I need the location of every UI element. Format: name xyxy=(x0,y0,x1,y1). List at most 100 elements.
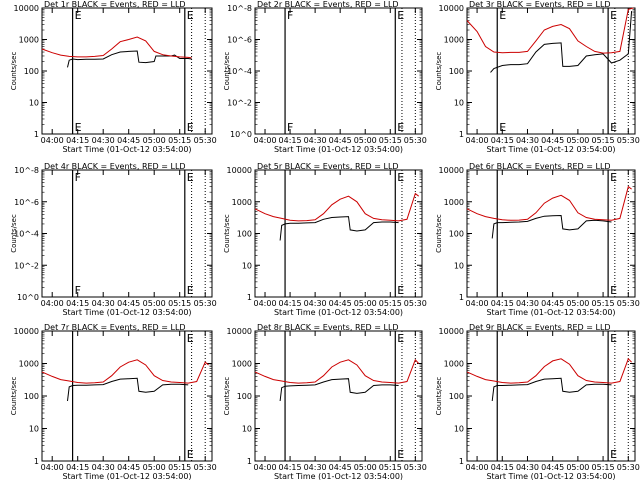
x-tick-label: 05:00 xyxy=(143,136,166,145)
x-tick-label: 05:00 xyxy=(143,299,166,308)
y-tick-label: 1000 xyxy=(444,198,464,207)
y-tick-label: 100 xyxy=(237,230,252,239)
x-tick-label: 04:30 xyxy=(516,299,539,308)
x-tick-label: 04:30 xyxy=(516,136,539,145)
interval-marker-label-top: F xyxy=(75,171,81,184)
interval-marker-label-bottom: E xyxy=(187,284,194,297)
panel-title: Det 2r BLACK = Events, RED = LLD xyxy=(257,0,399,9)
y-tick-label: 1 xyxy=(459,457,464,466)
y-tick-label: 10^-4 xyxy=(14,230,39,239)
y-tick-label: 1 xyxy=(247,293,252,302)
y-axis-label: Counts/sec xyxy=(435,214,443,253)
interval-marker-label-bottom: E xyxy=(397,121,404,134)
x-tick-label: 05:00 xyxy=(566,136,589,145)
y-tick-label: 1 xyxy=(34,130,39,139)
x-tick-label: 04:00 xyxy=(253,136,276,145)
y-tick-label: 1 xyxy=(34,457,39,466)
interval-marker-label-top: E xyxy=(397,9,404,22)
interval-marker-label-bottom: E xyxy=(610,448,617,461)
interval-marker-label-bottom: E xyxy=(187,448,194,461)
interval-marker-label-top: E xyxy=(610,171,617,184)
y-tick-label: 10^0 xyxy=(17,293,39,302)
interval-marker-label-top: E xyxy=(187,332,194,345)
panel-det-6: Det 6r BLACK = Events, RED = LLD 1 10 100 10… xyxy=(435,162,640,317)
y-tick-label: 1000 xyxy=(19,36,39,45)
y-tick-label: 10 xyxy=(29,425,39,434)
y-tick-label: 100 xyxy=(449,230,464,239)
panel-title: Det 3r BLACK = Events, RED = LLD xyxy=(469,0,611,9)
x-axis-label: Start Time (01-Oct-12 03:54:00) xyxy=(62,145,191,154)
events-series-line xyxy=(491,214,612,239)
plot-frame xyxy=(254,7,423,135)
x-tick-label: 05:30 xyxy=(404,136,427,145)
y-tick-label: 1 xyxy=(247,457,252,466)
y-tick-label: 10^-2 xyxy=(227,99,252,108)
y-tick-label: 10 xyxy=(242,261,252,270)
y-tick-label: 10000 xyxy=(14,327,39,336)
interval-marker-label-bottom: E xyxy=(499,121,506,134)
x-tick-label: 04:30 xyxy=(304,463,327,472)
x-tick-label: 04:30 xyxy=(304,136,327,145)
plot-frame xyxy=(466,169,636,298)
x-tick-label: 04:45 xyxy=(541,463,564,472)
y-tick-label: 10 xyxy=(242,425,252,434)
panel-title: Det 7r BLACK = Events, RED = LLD xyxy=(44,323,186,332)
x-tick-label: 05:00 xyxy=(354,463,377,472)
x-tick-label: 04:15 xyxy=(279,463,302,472)
interval-marker-label-bottom: E xyxy=(397,448,404,461)
interval-marker-label-bottom: E xyxy=(610,284,617,297)
x-tick-label: 05:15 xyxy=(592,299,615,308)
y-tick-label: 1000 xyxy=(232,360,252,369)
panel-title: Det 9r BLACK = Events, RED = LLD xyxy=(469,323,611,332)
events-series-line xyxy=(490,11,633,73)
y-tick-label: 1000 xyxy=(19,360,39,369)
y-axis-label: Counts/sec xyxy=(223,214,231,253)
x-tick-label: 04:15 xyxy=(66,299,89,308)
x-tick-label: 04:30 xyxy=(92,136,115,145)
y-tick-label: 10000 xyxy=(227,327,252,336)
x-tick-label: 05:15 xyxy=(379,463,402,472)
interval-marker-label-top: E xyxy=(610,332,617,345)
lld-series-line xyxy=(254,358,420,384)
panel-det-2: Det 2r BLACK = Events, RED = LLD 10^0 10^-… xyxy=(223,0,427,154)
panel-det-1: Det 1r BLACK = Events, RED = LLD 1 10 100 10… xyxy=(10,0,217,154)
interval-marker-label-bottom: E xyxy=(397,284,404,297)
x-tick-label: 04:45 xyxy=(117,136,140,145)
y-tick-label: 10^-8 xyxy=(227,4,252,13)
y-tick-label: 100 xyxy=(24,392,39,401)
y-tick-label: 100 xyxy=(24,67,39,76)
x-tick-label: 05:30 xyxy=(404,299,427,308)
x-tick-label: 05:30 xyxy=(194,299,217,308)
interval-marker-label-bottom: E xyxy=(187,121,194,134)
plot-frame xyxy=(466,330,636,462)
lld-series-line xyxy=(466,7,634,54)
plot-frame xyxy=(41,169,213,298)
y-tick-label: 10^-4 xyxy=(227,67,252,76)
lld-series-line xyxy=(41,36,192,59)
x-tick-label: 05:30 xyxy=(617,136,640,145)
interval-marker-label-bottom: F xyxy=(287,121,293,134)
interval-marker-label-bottom: E xyxy=(75,121,82,134)
y-tick-label: 1000 xyxy=(444,360,464,369)
x-tick-label: 04:00 xyxy=(466,299,489,308)
y-axis-label: Counts/sec xyxy=(435,377,443,416)
events-series-line xyxy=(279,378,399,402)
interval-marker-label-top: E xyxy=(499,9,506,22)
x-axis-label: Start Time (01-Oct-12 03:54:00) xyxy=(62,308,191,317)
y-tick-label: 100 xyxy=(449,392,464,401)
x-tick-label: 05:00 xyxy=(566,463,589,472)
y-tick-label: 1 xyxy=(459,130,464,139)
interval-marker-label-top: E xyxy=(75,9,82,22)
interval-marker-label-top: E xyxy=(187,171,194,184)
x-tick-label: 05:15 xyxy=(168,463,191,472)
x-tick-label: 04:45 xyxy=(329,463,352,472)
plot-frame xyxy=(254,330,423,462)
interval-marker-label-bottom: E xyxy=(610,121,617,134)
y-tick-label: 10^-8 xyxy=(14,166,39,175)
y-tick-label: 1 xyxy=(459,293,464,302)
x-tick-label: 04:00 xyxy=(253,299,276,308)
y-tick-label: 10 xyxy=(454,99,464,108)
x-tick-label: 05:15 xyxy=(379,299,402,308)
x-tick-label: 05:30 xyxy=(194,463,217,472)
